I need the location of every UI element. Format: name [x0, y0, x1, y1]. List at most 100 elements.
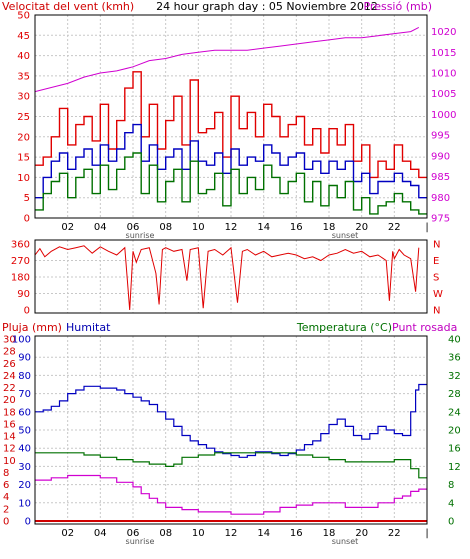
direction-tick-label: 270: [11, 256, 30, 267]
hour-tick-label: 14: [257, 222, 270, 233]
pressure-tick-label: 1015: [431, 48, 456, 59]
rain-tick-label: 16: [3, 419, 16, 430]
temperature-axis-title: Temperatura (°C): [296, 321, 392, 334]
series-gust: [35, 71, 427, 179]
humidity-tick-label: 50: [18, 426, 31, 437]
hour-tick-label: 12: [225, 222, 238, 233]
temperature-tick-label: 32: [448, 371, 461, 382]
wind-tick-label: 35: [17, 71, 30, 82]
temperature-tick-label: 36: [448, 353, 461, 364]
rain-axis-title: Pluja (mm): [2, 321, 62, 334]
temperature-tick-label: 28: [448, 389, 461, 400]
rain-tick-label: 6: [3, 480, 9, 491]
hour-tick-label: 12: [225, 528, 238, 539]
temperature-tick-label: 0: [448, 517, 454, 528]
pressure-tick-label: 1020: [431, 27, 456, 38]
rain-tick-label: 12: [3, 444, 16, 455]
hour-tick-label: 10: [192, 528, 205, 539]
hour-tick-label: |: [425, 528, 428, 539]
humidity-tick-label: 60: [18, 407, 31, 418]
hour-tick-label: 08: [159, 528, 172, 539]
rain-tick-label: 8: [3, 468, 9, 479]
pressure-tick-label: 1005: [431, 89, 456, 100]
compass-tick-label: S: [433, 273, 439, 284]
wind-tick-label: 30: [17, 92, 30, 103]
temperature-tick-label: 16: [448, 444, 461, 455]
rain-tick-label: 14: [3, 432, 16, 443]
wind-tick-label: 20: [17, 132, 30, 143]
wind-axis-title: Velocitat del vent (kmh): [2, 0, 134, 13]
sunset-label: sunset: [332, 231, 359, 240]
hour-tick-label: 06: [127, 528, 140, 539]
dewpoint-axis-title: Punt rosada: [392, 321, 457, 334]
hour-tick-label: 06: [127, 222, 140, 233]
pressure-tick-label: 1000: [431, 110, 456, 121]
humidity-tick-label: 20: [18, 480, 31, 491]
direction-tick-label: 90: [17, 289, 30, 300]
hour-tick-label: |: [425, 222, 428, 233]
humidity-tick-label: 40: [18, 444, 31, 455]
rain-tick-label: 22: [3, 383, 16, 394]
hour-tick-label: 02: [61, 222, 74, 233]
sunrise-label: sunrise: [126, 231, 155, 240]
hour-tick-label: 02: [61, 528, 74, 539]
wind-tick-label: 25: [17, 112, 30, 123]
hour-tick-label: 04: [94, 528, 107, 539]
rain-tick-label: 4: [3, 492, 9, 503]
hour-tick-label: 16: [290, 528, 303, 539]
rain-tick-label: 28: [3, 347, 16, 358]
direction-tick-label: 360: [11, 240, 30, 251]
compass-tick-label: W: [433, 289, 443, 300]
humidity-tick-label: 100: [12, 335, 31, 346]
hour-tick-label: 18: [323, 528, 336, 539]
wind-tick-label: 10: [17, 173, 30, 184]
wind-direction-frame: [34, 239, 428, 314]
pressure-tick-label: 1010: [431, 69, 456, 80]
pressure-tick-label: 980: [431, 193, 450, 204]
humidity-tick-label: 70: [18, 389, 31, 400]
pressure-tick-label: 985: [431, 172, 450, 183]
rain-tick-label: 20: [3, 395, 16, 406]
humidity-tick-label: 0: [25, 517, 31, 528]
wind-pressure-frame: [34, 14, 428, 219]
temperature-tick-label: 4: [448, 498, 454, 509]
series-pressure: [34, 26, 420, 93]
wind-tick-label: 40: [17, 51, 30, 62]
hour-tick-label: 10: [192, 222, 205, 233]
hour-tick-label: 20: [355, 528, 368, 539]
temperature-tick-label: 20: [448, 426, 461, 437]
compass-tick-label: N: [433, 240, 440, 251]
compass-tick-label: N: [433, 306, 440, 317]
chart-title: 24 hour graph day : 05 Noviembre 2012: [156, 0, 378, 13]
pressure-axis-title: Pressió (mb): [363, 0, 432, 13]
series-dewpoint: [35, 474, 427, 515]
hour-tick-label: 22: [388, 222, 401, 233]
rain-tick-label: 0: [3, 517, 9, 528]
pressure-tick-label: 975: [431, 214, 450, 225]
rain-tick-label: 24: [3, 371, 16, 382]
pressure-tick-label: 990: [431, 151, 450, 162]
humidity-axis-title: Humitat: [66, 321, 111, 334]
sunset-label-2: sunset: [332, 537, 359, 546]
compass-tick-label: E: [433, 256, 439, 267]
hour-tick-label: 14: [257, 528, 270, 539]
wind-tick-label: 45: [17, 31, 30, 42]
hour-tick-label: 22: [388, 528, 401, 539]
series-humidity: [35, 383, 427, 458]
wind-tick-label: 50: [17, 11, 30, 22]
series-low: [35, 152, 427, 215]
humidity-tick-label: 80: [18, 371, 31, 382]
rain-tick-label: 10: [3, 456, 16, 467]
rain-tick-label: 18: [3, 407, 16, 418]
temperature-tick-label: 8: [448, 480, 454, 491]
wind-tick-label: 15: [17, 153, 30, 164]
hour-tick-label: 16: [290, 222, 303, 233]
series-temperature: [35, 452, 427, 479]
humidity-tick-label: 10: [18, 498, 31, 509]
wind-tick-label: 0: [24, 214, 30, 225]
hour-tick-label: 08: [159, 222, 172, 233]
hour-tick-label: 04: [94, 222, 107, 233]
rain-tick-label: 2: [3, 504, 9, 515]
